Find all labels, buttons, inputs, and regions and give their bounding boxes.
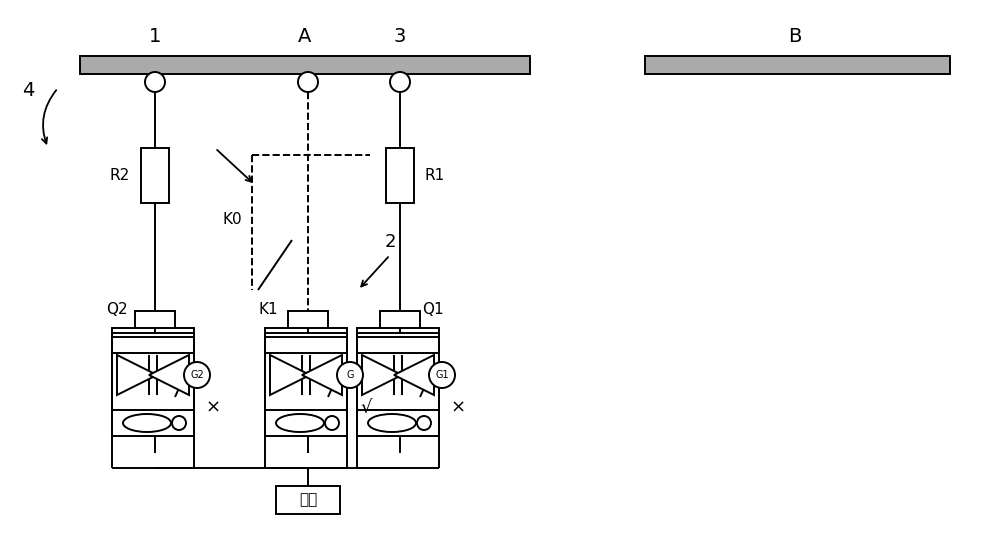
Polygon shape (149, 355, 189, 395)
Bar (112, 410, 194, 436)
Bar (112, 327, 194, 412)
Text: ×: × (205, 399, 221, 417)
Text: Q2: Q2 (106, 302, 128, 318)
Bar (357, 337, 439, 353)
Text: 1: 1 (149, 27, 161, 45)
Bar (288, 311, 328, 333)
Text: K1: K1 (258, 302, 278, 318)
Circle shape (390, 72, 410, 92)
Circle shape (172, 416, 186, 430)
Text: K0: K0 (222, 213, 242, 227)
Circle shape (429, 362, 455, 388)
Bar (265, 410, 347, 436)
Text: ×: × (450, 399, 466, 417)
Bar (276, 486, 340, 514)
Circle shape (298, 72, 318, 92)
Bar (80, 56, 530, 74)
Circle shape (337, 362, 363, 388)
Text: R1: R1 (425, 168, 445, 183)
Polygon shape (362, 355, 402, 395)
Polygon shape (302, 355, 342, 395)
Text: Q1: Q1 (422, 302, 444, 318)
Text: G2: G2 (190, 370, 204, 380)
Text: R2: R2 (110, 168, 130, 183)
Text: 3: 3 (394, 27, 406, 45)
Text: 2: 2 (384, 233, 396, 251)
Text: 负载: 负载 (299, 492, 317, 507)
Text: G1: G1 (435, 370, 449, 380)
Ellipse shape (368, 414, 416, 432)
Bar (112, 337, 194, 353)
Ellipse shape (123, 414, 171, 432)
Ellipse shape (276, 414, 324, 432)
Text: A: A (298, 27, 312, 45)
Bar (357, 410, 439, 436)
Circle shape (145, 72, 165, 92)
Circle shape (417, 416, 431, 430)
Text: √: √ (360, 399, 372, 417)
Text: 4: 4 (22, 81, 34, 99)
Circle shape (325, 416, 339, 430)
Bar (141, 147, 169, 202)
Text: G: G (346, 370, 354, 380)
Bar (380, 311, 420, 333)
Bar (135, 311, 175, 333)
Bar (265, 327, 347, 412)
Polygon shape (394, 355, 434, 395)
Circle shape (184, 362, 210, 388)
Bar (645, 56, 950, 74)
Bar (386, 147, 414, 202)
Polygon shape (117, 355, 157, 395)
Bar (357, 327, 439, 412)
Polygon shape (270, 355, 310, 395)
Text: B: B (788, 27, 802, 45)
Bar (265, 337, 347, 353)
